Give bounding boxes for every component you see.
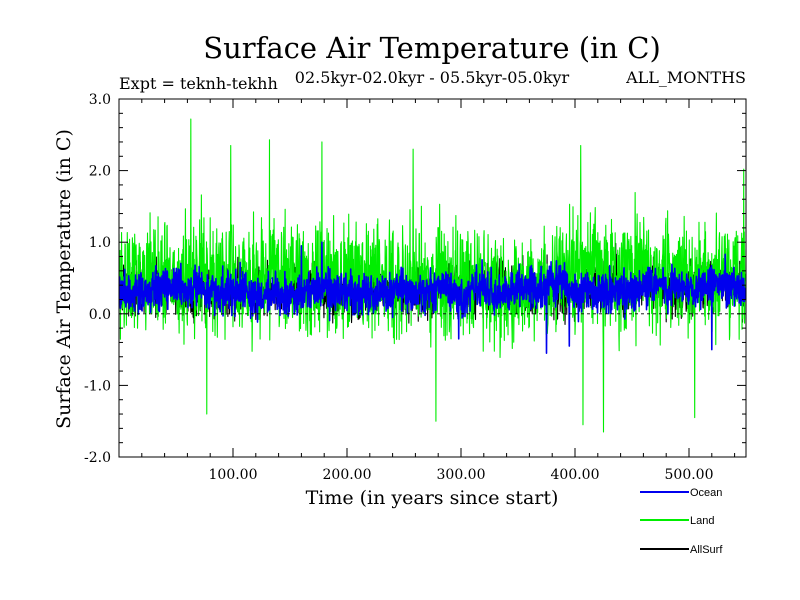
axis-tick-labels: 100.00 200.00 300.00 400.00 500.00 -2.0 -1.0 0.… <box>84 92 714 483</box>
months-subtitle: ALL_MONTHS <box>625 68 746 87</box>
y-tick-label: 1.0 <box>89 235 111 251</box>
y-tick-label: 3.0 <box>89 92 111 108</box>
legend: Ocean Land AllSurf <box>640 487 723 556</box>
legend-item-ocean: Ocean <box>640 487 722 499</box>
expt-subtitle: Expt = teknh-tekhh <box>119 74 278 93</box>
y-tick-label: -2.0 <box>84 450 111 466</box>
y-tick-label: 0.0 <box>89 307 111 323</box>
legend-label: Ocean <box>690 487 722 499</box>
x-tick-label: 100.00 <box>209 467 258 483</box>
plot-frame <box>118 98 747 458</box>
legend-item-land: Land <box>640 515 714 527</box>
series-line-ocean <box>119 241 746 354</box>
x-tick-label: 200.00 <box>323 467 372 483</box>
legend-label: Land <box>690 515 714 527</box>
y-axis-label: Surface Air Temperature (in C) <box>53 129 75 429</box>
y-tick-label: 2.0 <box>89 164 111 180</box>
chart-title: Surface Air Temperature (in C) <box>203 31 661 65</box>
x-tick-label: 500.00 <box>665 467 714 483</box>
plot-border <box>118 98 747 458</box>
x-tick-label: 300.00 <box>437 467 486 483</box>
legend-label: AllSurf <box>690 544 723 556</box>
x-tick-label: 400.00 <box>551 467 600 483</box>
x-axis-label: Time (in years since start) <box>306 487 559 509</box>
axis-ticks <box>118 98 746 458</box>
legend-item-allsurf: AllSurf <box>640 544 723 556</box>
series-group <box>119 118 746 433</box>
period-subtitle: 02.5kyr-02.0kyr - 05.5kyr-05.0kyr <box>295 68 570 87</box>
y-tick-label: -1.0 <box>84 378 111 394</box>
